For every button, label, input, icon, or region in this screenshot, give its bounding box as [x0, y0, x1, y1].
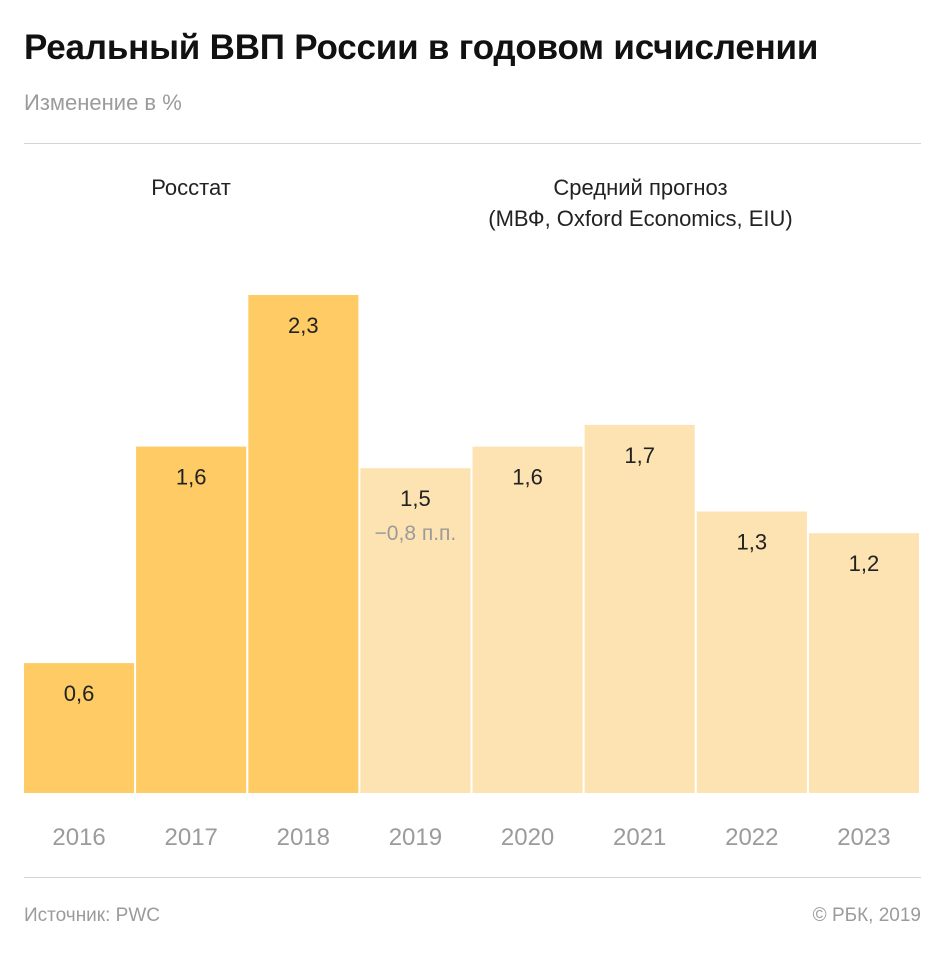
bottom-divider: [24, 877, 921, 878]
value-label-2022: 1,3: [737, 530, 768, 555]
bar-2021: [584, 424, 695, 793]
forecast-group-label: Средний прогноз (МВФ, Oxford Economics, …: [360, 172, 921, 234]
value-label-2023: 1,2: [849, 551, 880, 576]
bar-2018: [248, 295, 359, 793]
forecast-group-label-line1: Средний прогноз: [553, 175, 728, 200]
x-tick-label-2022: 2022: [725, 824, 778, 851]
bar-2022: [696, 511, 807, 793]
x-tick-label-2020: 2020: [501, 824, 554, 851]
source-note: Источник: PWC: [24, 905, 160, 926]
chart-subtitle: Изменение в %: [24, 90, 182, 115]
copyright-note: © РБК, 2019: [812, 905, 921, 926]
actual-group-label: Росстат: [24, 172, 358, 203]
bar-2019: [360, 468, 471, 793]
annotation-2019: −0,8 п.п.: [375, 522, 457, 545]
chart-title: Реальный ВВП России в годовом исчислении: [24, 28, 819, 67]
x-tick-label-2023: 2023: [837, 824, 890, 851]
value-label-2018: 2,3: [288, 313, 319, 338]
value-label-2019: 1,5: [400, 486, 431, 511]
bar-2020: [472, 446, 583, 793]
x-tick-label-2017: 2017: [165, 824, 218, 851]
value-label-2020: 1,6: [512, 465, 543, 490]
actual-group-label-text: Росстат: [151, 175, 231, 200]
bar-2016: [24, 663, 135, 793]
x-tick-label-2016: 2016: [52, 824, 105, 851]
x-tick-label-2018: 2018: [277, 824, 330, 851]
top-divider: [24, 143, 921, 144]
forecast-group-label-line2: (МВФ, Oxford Economics, EIU): [488, 206, 793, 231]
value-label-2021: 1,7: [624, 443, 655, 468]
value-label-2017: 1,6: [176, 465, 207, 490]
bar-2023: [808, 533, 919, 793]
value-label-2016: 0,6: [64, 681, 95, 706]
bar-2017: [136, 446, 247, 793]
x-tick-label-2019: 2019: [389, 824, 442, 851]
x-tick-label-2021: 2021: [613, 824, 666, 851]
